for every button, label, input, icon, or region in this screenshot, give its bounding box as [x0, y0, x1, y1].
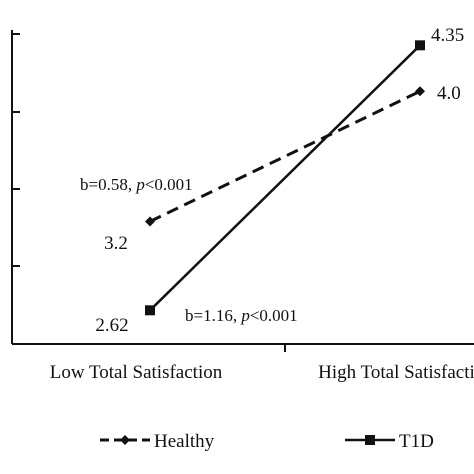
legend-label: Healthy — [154, 431, 215, 452]
series-line-t1d — [149, 44, 421, 312]
legend: Healthy T1D — [100, 431, 434, 452]
legend-marker — [365, 435, 375, 445]
x-tick-label: High Total Satisfaction — [318, 362, 474, 383]
data-point-t1d — [145, 305, 155, 316]
data-point-t1d — [415, 40, 425, 51]
legend-item-t1d: T1D — [345, 431, 434, 452]
data-point-healthy — [145, 216, 155, 227]
series-lines — [145, 40, 425, 316]
data-label-t1d: 2.62 — [95, 315, 128, 336]
x-tick-label: Low Total Satisfaction — [50, 362, 223, 383]
slope-annotation: b=1.16, p<0.001 — [185, 306, 298, 325]
data-point-healthy — [415, 86, 425, 97]
legend-item-healthy: Healthy — [100, 431, 215, 452]
y-ticks — [12, 33, 20, 345]
data-labels: 3.2 4.0 2.62 4.35 — [95, 25, 464, 336]
data-label-healthy: 4.0 — [437, 83, 461, 104]
series-line-healthy — [149, 89, 421, 223]
axes — [11, 30, 474, 345]
slope-annotation: b=0.58, p<0.001 — [80, 175, 193, 194]
legend-label: T1D — [399, 431, 434, 452]
data-label-healthy: 3.2 — [104, 233, 128, 254]
data-label-t1d: 4.35 — [431, 25, 464, 46]
legend-marker — [120, 435, 130, 445]
annotations: b=0.58, p<0.001 b=1.16, p<0.001 — [80, 175, 298, 325]
x-ticks: Low Total Satisfaction High Total Satisfa… — [50, 344, 474, 383]
